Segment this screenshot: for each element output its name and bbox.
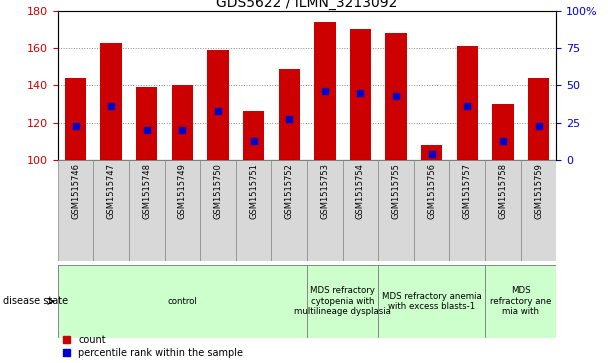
Text: GSM1515748: GSM1515748: [142, 163, 151, 219]
Bar: [343, 160, 378, 261]
Bar: [449, 160, 485, 261]
Bar: [414, 160, 449, 261]
Legend: count, percentile rank within the sample: count, percentile rank within the sample: [63, 335, 243, 358]
Bar: [136, 87, 157, 160]
Bar: [100, 42, 122, 160]
Bar: [485, 265, 556, 338]
Bar: [58, 265, 307, 338]
Text: GSM1515754: GSM1515754: [356, 163, 365, 219]
Bar: [236, 160, 271, 261]
Bar: [378, 160, 414, 261]
Text: GSM1515750: GSM1515750: [213, 163, 223, 219]
Bar: [350, 29, 371, 160]
Bar: [171, 85, 193, 160]
Bar: [520, 160, 556, 261]
Bar: [207, 50, 229, 160]
Bar: [271, 160, 307, 261]
Text: GSM1515758: GSM1515758: [499, 163, 508, 219]
Text: GSM1515746: GSM1515746: [71, 163, 80, 219]
Bar: [94, 160, 129, 261]
Bar: [307, 160, 343, 261]
Bar: [421, 145, 443, 160]
Text: GSM1515756: GSM1515756: [427, 163, 436, 219]
Bar: [485, 160, 520, 261]
Bar: [165, 160, 200, 261]
Text: GSM1515751: GSM1515751: [249, 163, 258, 219]
Bar: [314, 22, 336, 160]
Bar: [243, 111, 264, 160]
Text: GSM1515757: GSM1515757: [463, 163, 472, 219]
Bar: [129, 160, 165, 261]
Bar: [385, 33, 407, 160]
Bar: [58, 160, 94, 261]
Bar: [278, 69, 300, 160]
Bar: [65, 78, 86, 160]
Bar: [528, 78, 549, 160]
Text: GSM1515752: GSM1515752: [285, 163, 294, 219]
Bar: [200, 160, 236, 261]
Text: GSM1515759: GSM1515759: [534, 163, 543, 219]
Bar: [307, 265, 378, 338]
Bar: [492, 104, 514, 160]
Bar: [457, 46, 478, 160]
Text: GSM1515749: GSM1515749: [178, 163, 187, 219]
Text: GSM1515747: GSM1515747: [106, 163, 116, 219]
Text: GSM1515755: GSM1515755: [392, 163, 401, 219]
Bar: [378, 265, 485, 338]
Text: GSM1515753: GSM1515753: [320, 163, 330, 219]
Text: MDS refractory
cytopenia with
multilineage dysplasia: MDS refractory cytopenia with multilinea…: [294, 286, 391, 316]
Text: MDS refractory anemia
with excess blasts-1: MDS refractory anemia with excess blasts…: [382, 291, 482, 311]
Text: disease state: disease state: [3, 296, 68, 306]
Text: MDS
refractory ane
mia with: MDS refractory ane mia with: [490, 286, 551, 316]
Title: GDS5622 / ILMN_3213092: GDS5622 / ILMN_3213092: [216, 0, 398, 10]
Text: control: control: [168, 297, 197, 306]
